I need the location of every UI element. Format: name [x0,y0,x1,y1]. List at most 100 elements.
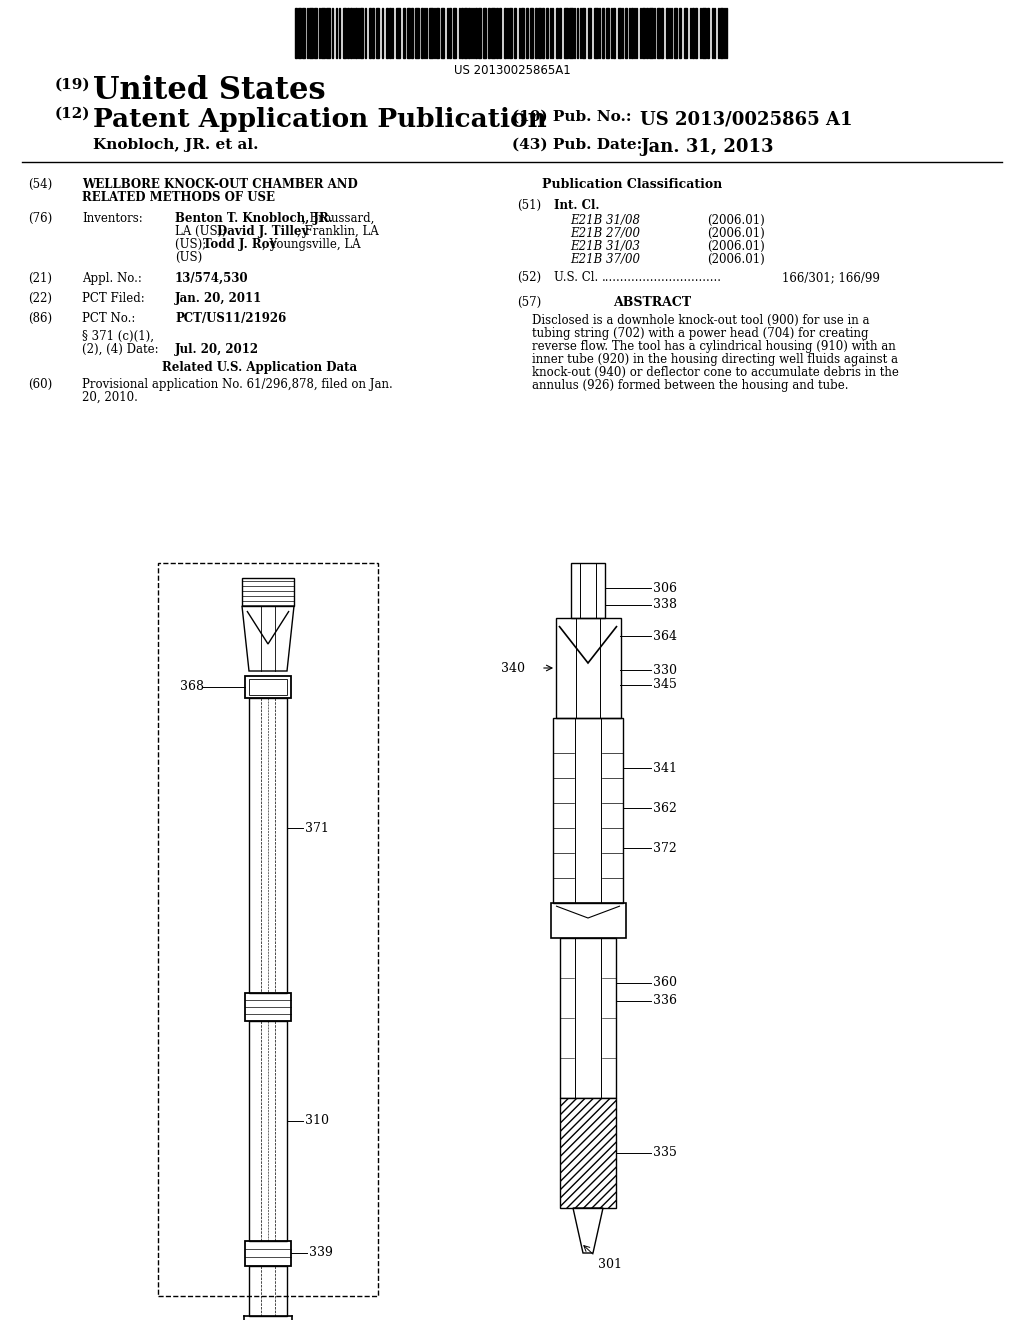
Bar [242,578,294,606]
Text: E21B 31/03: E21B 31/03 [570,240,640,253]
Bar [249,698,287,993]
Bar [372,8,374,58]
Bar [553,718,623,903]
Bar [314,8,317,58]
Text: , Franklin, LA: , Franklin, LA [297,224,379,238]
Text: 340: 340 [501,661,525,675]
Bar [478,8,481,58]
Bar [245,676,291,698]
Text: 362: 362 [653,801,677,814]
Bar [560,1098,616,1208]
Bar [490,8,495,58]
Text: U.S. Cl.: U.S. Cl. [554,271,598,284]
Bar [674,8,677,58]
Bar [695,8,697,58]
Bar [560,939,616,1098]
Text: Jan. 20, 2011: Jan. 20, 2011 [175,292,262,305]
Bar [321,8,325,58]
Text: Knobloch, JR. et al.: Knobloch, JR. et al. [93,139,258,152]
Bar [720,8,723,58]
Bar [692,8,694,58]
Text: § 371 (c)(1),: § 371 (c)(1), [82,330,154,343]
Bar [436,8,439,58]
Text: Todd J. Roy: Todd J. Roy [203,238,276,251]
Text: PCT Filed:: PCT Filed: [82,292,144,305]
Text: 371: 371 [305,821,329,834]
Bar [360,8,362,58]
Text: (2006.01): (2006.01) [707,240,765,253]
Bar [309,8,313,58]
Bar [449,8,451,58]
Text: ................................: ................................ [602,271,722,284]
Bar [249,1020,287,1241]
Bar [415,8,419,58]
Text: E21B 37/00: E21B 37/00 [570,253,640,267]
Bar [488,8,490,58]
Text: US 20130025865A1: US 20130025865A1 [454,63,570,77]
Bar [298,8,301,58]
Bar [468,8,470,58]
Bar [684,8,687,58]
Text: (US);: (US); [175,238,210,251]
Bar [702,8,706,58]
Text: (19): (19) [54,78,90,92]
Bar [249,678,287,696]
Bar [441,8,444,58]
Text: Inventors:: Inventors: [82,213,142,224]
Bar [606,8,609,58]
Bar [602,8,604,58]
Bar [551,903,626,939]
Bar [453,8,456,58]
Text: 372: 372 [653,842,677,854]
Text: annulus (926) formed between the housing and tube.: annulus (926) formed between the housing… [532,379,849,392]
Text: 301: 301 [598,1258,622,1271]
Bar [475,8,477,58]
Text: Int. Cl.: Int. Cl. [554,199,599,213]
Bar [642,8,645,58]
Bar [526,8,528,58]
Text: (52): (52) [517,271,541,284]
Text: Jul. 20, 2012: Jul. 20, 2012 [175,343,259,356]
Text: 330: 330 [653,664,677,676]
Bar [376,8,379,58]
Bar [662,8,663,58]
Text: (2006.01): (2006.01) [707,253,765,267]
Bar [461,8,463,58]
Text: (22): (22) [28,292,52,305]
Text: Appl. No.:: Appl. No.: [82,272,142,285]
Text: 13/574,530: 13/574,530 [175,272,249,285]
Bar [245,993,291,1020]
Text: Jan. 31, 2013: Jan. 31, 2013 [640,139,773,156]
Bar [556,8,558,58]
Bar [666,8,668,58]
Bar [421,8,423,58]
Text: David J. Tilley: David J. Tilley [217,224,308,238]
Bar [326,8,330,58]
Text: (57): (57) [517,296,542,309]
Bar [245,1241,291,1266]
Text: , Youngsville, LA: , Youngsville, LA [261,238,360,251]
Bar [509,8,512,58]
Text: (51): (51) [517,199,541,213]
Text: knock-out (940) or deflector cone to accumulate debris in the: knock-out (940) or deflector cone to acc… [532,366,899,379]
Bar [483,8,486,58]
Bar [355,8,357,58]
Bar [538,8,541,58]
Bar [530,8,534,58]
Bar [625,8,627,58]
Text: , Broussard,: , Broussard, [301,213,374,224]
Bar [350,8,352,58]
Text: United States: United States [93,75,326,106]
Text: (2006.01): (2006.01) [707,214,765,227]
Text: Patent Application Publication: Patent Application Publication [93,107,547,132]
Text: (2), (4) Date:: (2), (4) Date: [82,343,159,356]
Bar [514,8,516,58]
Bar [496,8,498,58]
Bar [347,8,349,58]
Bar [429,8,433,58]
Text: (2006.01): (2006.01) [707,227,765,240]
Bar [403,8,406,58]
Text: 310: 310 [305,1114,329,1127]
Text: Benton T. Knobloch, JR.: Benton T. Knobloch, JR. [175,213,333,224]
Text: tubing string (702) with a power head (704) for creating: tubing string (702) with a power head (7… [532,327,868,341]
